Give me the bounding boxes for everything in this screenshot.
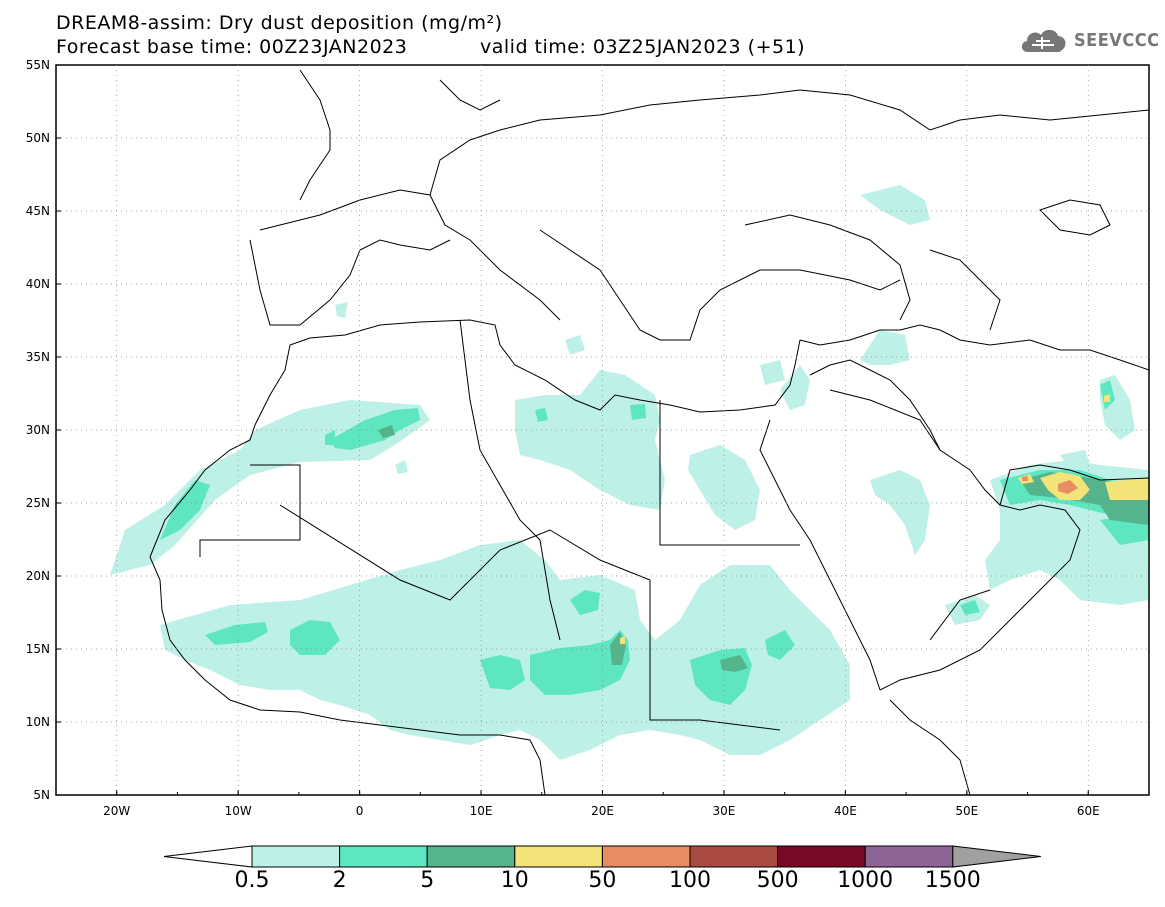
colorbar-swatch [251,845,341,868]
contour-level-50 [1022,476,1078,494]
lon-tick-label: 0 [356,804,364,818]
lon-tick-label: 20E [591,804,614,818]
colorbar-swatch [864,845,954,868]
colorbar-label: 50 [588,868,617,893]
forecast-base-time: Forecast base time: 00Z23JAN2023 [56,36,408,58]
lat-tick-label: 10N [26,715,50,729]
map-title: DREAM8-assim: Dry dust deposition (mg/m²… [56,12,503,34]
axis-ticks: 20W 10W 0 10E 20E 30E 40E 50E 60E 55N 50N 45N 40N 35N… [26,58,1150,818]
coastlines-and-borders [149,69,1149,795]
lon-tick-label: 20W [103,804,130,818]
colorbar-label: 1500 [924,868,981,893]
lat-tick-label: 40N [26,277,50,291]
colorbar-swatch [601,845,691,868]
lon-tick-label: 40E [834,804,857,818]
colorbar-low-arrow [163,845,253,868]
lat-tick-label: 20N [26,569,50,583]
colorbar-label: 5 [420,868,435,893]
lon-tick-label: 30E [713,804,736,818]
colorbar [163,845,1041,868]
valid-time: valid time: 03Z25JAN2023 (+51) [480,36,806,58]
colorbar-label: 500 [756,868,799,893]
lat-tick-label: 5N [33,788,50,802]
lat-tick-label: 45N [26,204,50,218]
colorbar-label: 10 [500,868,529,893]
colorbar-label: 2 [332,868,347,893]
lon-tick-label: 50E [955,804,978,818]
colorbar-swatch [339,845,428,868]
lat-tick-label: 15N [26,642,50,656]
lon-tick-label: 60E [1077,804,1100,818]
cloud-icon [1021,29,1066,52]
colorbar-swatch [689,845,779,868]
lon-tick-label: 10E [470,804,493,818]
lat-tick-label: 25N [26,496,50,510]
lat-tick-label: 50N [26,131,50,145]
colorbar-label: 1000 [837,868,894,893]
colorbar-swatch [426,845,516,868]
graticule [56,65,1149,795]
contour-level-0.5 [110,185,1149,760]
dust-contours [110,185,1149,760]
colorbar-label: 0.5 [234,868,270,893]
lat-tick-label: 35N [26,350,50,364]
lon-tick-label: 10W [225,804,252,818]
lat-tick-label: 30N [26,423,50,437]
seevccc-logo: SEEVCCC [1018,24,1160,58]
colorbar-label: 100 [669,868,711,893]
colorbar-high-arrow [952,845,1041,868]
colorbar-swatch [777,845,866,868]
logo-text: SEEVCCC [1074,30,1160,51]
lat-tick-label: 55N [26,58,50,72]
colorbar-swatch [514,845,603,868]
